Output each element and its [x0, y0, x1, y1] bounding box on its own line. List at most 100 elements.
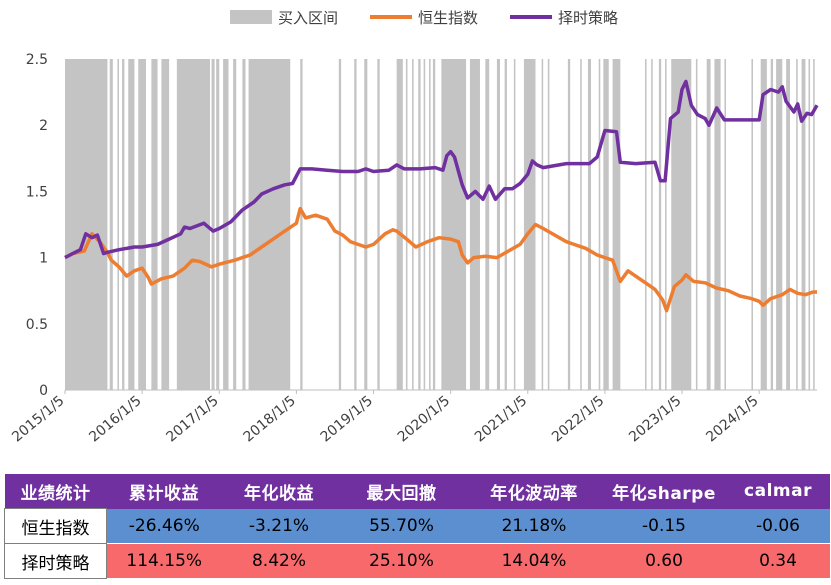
y-tick-labels: 0 0.5 1 1.5 2 2.5: [26, 52, 48, 399]
table-cell: -0.06: [726, 508, 830, 544]
legend-label-strategy: 择时策略: [558, 9, 618, 27]
buy-interval-band: [695, 59, 698, 390]
buy-interval-band: [724, 59, 726, 390]
buy-interval-band: [770, 59, 774, 390]
buy-interval-band: [651, 59, 653, 390]
table-cell: 55.70%: [336, 508, 467, 544]
row-label: 择时策略: [4, 543, 107, 579]
header-cell: 业绩统计: [4, 474, 107, 509]
table-cell: 25.10%: [336, 543, 467, 579]
header-cell: 累计收益: [106, 474, 222, 509]
buy-interval-band: [665, 59, 667, 390]
table-cell: 21.18%: [466, 508, 602, 544]
buy-interval-band: [541, 59, 544, 390]
buy-interval-band: [377, 59, 380, 390]
table-row-strategy: 择时策略 114.15% 8.42% 25.10% 14.04% 0.60 0.…: [4, 543, 830, 579]
table-cell: 14.04%: [466, 543, 602, 579]
buy-interval-band: [354, 59, 357, 390]
buy-interval-band: [418, 59, 421, 390]
buy-interval-band: [65, 59, 108, 390]
y-tick-label: 2.5: [26, 52, 48, 68]
legend-label-hsi: 恒生指数: [418, 9, 478, 27]
buy-interval-band: [580, 59, 582, 390]
legend-label-buy-interval: 买入区间: [278, 9, 338, 27]
buy-interval-band: [658, 59, 662, 390]
header-cell: calmar: [726, 474, 830, 509]
buy-interval-band: [813, 59, 815, 390]
timing-strategy-chart: 买入区间 恒生指数 择时策略 0 0.5 1 1.5 2 2.5 2015/1/5 2016…: [9, 9, 819, 445]
buy-interval-band: [109, 59, 113, 390]
y-tick-label: 2: [39, 118, 48, 134]
buy-interval-band: [786, 59, 791, 390]
buy-interval-band: [138, 59, 146, 390]
buy-interval-band: [751, 59, 753, 390]
buy-interval-band: [776, 59, 783, 390]
legend-swatch-buy-interval: [230, 10, 272, 24]
table-cell: 114.15%: [106, 543, 222, 579]
x-tick-label: 2015/1/5: [9, 393, 67, 446]
buy-interval-band: [603, 59, 609, 390]
buy-interval-band: [808, 59, 811, 390]
table-row-hsi: 恒生指数 -26.46% -3.21% 55.70% 21.18% -0.15 …: [4, 508, 830, 544]
buy-interval-band: [523, 59, 536, 390]
buy-interval-band: [671, 59, 692, 390]
x-tick-labels: 2015/1/5 2016/1/5 2017/1/5 2018/1/5 2019/1/5…: [9, 390, 762, 445]
buy-interval-band: [513, 59, 516, 390]
buy-interval-band: [412, 59, 414, 390]
buy-interval-band: [801, 59, 806, 390]
buy-interval-band: [405, 59, 408, 390]
buy-interval-band: [504, 59, 507, 390]
buy-interval-band: [128, 59, 135, 390]
x-tick-label: 2024/1/5: [703, 393, 761, 446]
x-tick-label: 2022/1/5: [549, 393, 607, 446]
x-tick-label: 2019/1/5: [318, 393, 376, 446]
performance-table: 业绩统计 累计收益 年化收益 最大回撤 年化波动率 年化sharpe calma…: [4, 474, 830, 579]
header-cell: 年化波动率: [466, 474, 602, 509]
header-cell: 年化收益: [221, 474, 337, 509]
buy-interval-band: [396, 59, 403, 390]
buy-intervals: [65, 59, 815, 390]
buy-interval-band: [122, 59, 125, 390]
buy-interval-band: [706, 59, 711, 390]
buy-interval-band: [547, 59, 550, 390]
table-cell: -0.15: [601, 508, 727, 544]
buy-interval-band: [429, 59, 431, 390]
hsi-line: [64, 206, 817, 313]
buy-interval-band: [760, 59, 767, 390]
buy-interval-band: [598, 59, 601, 390]
buy-interval-band: [441, 59, 467, 390]
buy-interval-band: [338, 59, 342, 390]
buy-interval-band: [645, 59, 647, 390]
table-cell: 8.42%: [221, 543, 337, 579]
buy-interval-band: [300, 59, 303, 390]
x-tick-label: 2023/1/5: [626, 393, 684, 446]
buy-interval-band: [117, 59, 119, 390]
y-tick-label: 0: [39, 383, 48, 399]
chart-legend: 买入区间 恒生指数 择时策略: [230, 9, 618, 27]
buy-interval-band: [796, 59, 798, 390]
y-tick-label: 1.5: [26, 184, 48, 200]
buy-interval-band: [485, 59, 490, 390]
header-cell: 最大回撤: [336, 474, 467, 509]
x-tick-label: 2021/1/5: [472, 393, 530, 446]
buy-interval-band: [161, 59, 170, 390]
buy-interval-band: [242, 59, 246, 390]
buy-interval-band: [364, 59, 368, 390]
buy-interval-band: [423, 59, 426, 390]
buy-interval-band: [248, 59, 291, 390]
buy-interval-band: [587, 59, 592, 390]
buy-interval-band: [469, 59, 480, 390]
series-lines: [64, 79, 819, 313]
buy-interval-band: [432, 59, 436, 390]
table-cell: -3.21%: [221, 508, 337, 544]
buy-interval-band: [211, 59, 215, 390]
header-cell: 年化sharpe: [601, 474, 727, 509]
buy-interval-band: [612, 59, 621, 390]
y-tick-label: 1: [39, 251, 48, 267]
buy-interval-band: [151, 59, 158, 390]
y-tick-label: 0.5: [26, 317, 48, 333]
x-tick-label: 2018/1/5: [240, 393, 298, 446]
table-cell: -26.46%: [106, 508, 222, 544]
buy-interval-band: [567, 59, 571, 390]
buy-interval-band: [233, 59, 237, 390]
